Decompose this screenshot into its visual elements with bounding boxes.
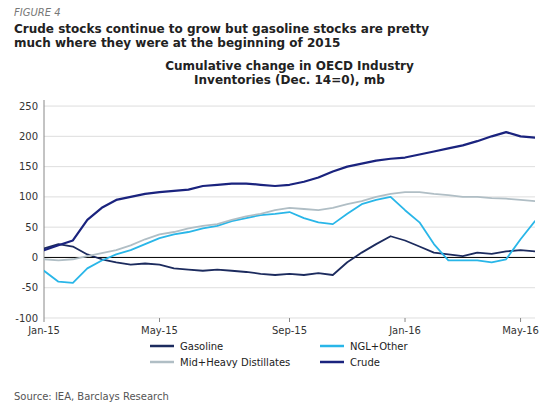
source: Source: IEA, Barclays Research: [14, 391, 169, 402]
y-axis-line: [44, 100, 45, 318]
background: [0, 0, 550, 412]
x-tick: [44, 318, 45, 322]
grid-line: [44, 287, 535, 288]
x-tick-label: Jan-16: [388, 325, 421, 336]
legend-swatch: [150, 361, 174, 364]
chart-title-line: Cumulative change in OECD Industry: [165, 59, 414, 73]
chart-title: Cumulative change in OECD IndustryInvent…: [165, 59, 414, 87]
x-tick-label: Jan-15: [27, 325, 60, 336]
chart-title-line: Inventories (Dec. 14=0), mb: [194, 73, 385, 87]
chart: FIGURE 4 Crude stocks continue to grow bu…: [0, 0, 550, 412]
subtitle: Crude stocks continue to grow but gasoli…: [14, 22, 429, 50]
legend-swatch: [150, 345, 174, 348]
legend-swatch: [320, 345, 344, 348]
zero-line: [44, 257, 535, 258]
series-line: [44, 192, 535, 260]
grid: [44, 106, 535, 318]
y-tick-label: -100: [15, 313, 38, 324]
x-tick-label: Sep-15: [272, 325, 307, 336]
x-tick-label: May-16: [502, 325, 539, 336]
grid-line: [44, 106, 535, 107]
figure-label: FIGURE 4: [14, 7, 61, 18]
lines: [44, 132, 535, 283]
grid-line: [44, 166, 535, 167]
x-tick: [159, 318, 160, 322]
legend: Gasoline NGL+Other Mid+Heavy Distillates Cr…: [150, 341, 408, 368]
subtitle-line: much where they were at the beginning of…: [14, 36, 340, 50]
series-line: [44, 132, 535, 250]
legend-label: Mid+Heavy Distillates: [180, 357, 290, 368]
y-tick-label: 100: [19, 191, 38, 202]
grid-line: [44, 227, 535, 228]
y-tick-label: -50: [22, 282, 38, 293]
y-tick-label: 0: [32, 252, 38, 263]
series-line: [44, 197, 535, 283]
y-tick-label: 150: [19, 161, 38, 172]
y-tick-label: 250: [19, 101, 38, 112]
y-tick-label: 200: [19, 131, 38, 142]
legend-label: NGL+Other: [350, 341, 408, 352]
x-tick: [289, 318, 290, 322]
x-tick: [405, 318, 406, 322]
subtitle-line: Crude stocks continue to grow but gasoli…: [14, 22, 429, 36]
y-tick-label: 50: [25, 222, 38, 233]
legend-swatch: [320, 361, 344, 364]
legend-label: Gasoline: [180, 341, 223, 352]
x-tick-label: May-15: [141, 325, 178, 336]
legend-label: Crude: [350, 357, 380, 368]
series-line: [44, 236, 535, 275]
x-tick: [520, 318, 521, 322]
grid-line: [44, 136, 535, 137]
